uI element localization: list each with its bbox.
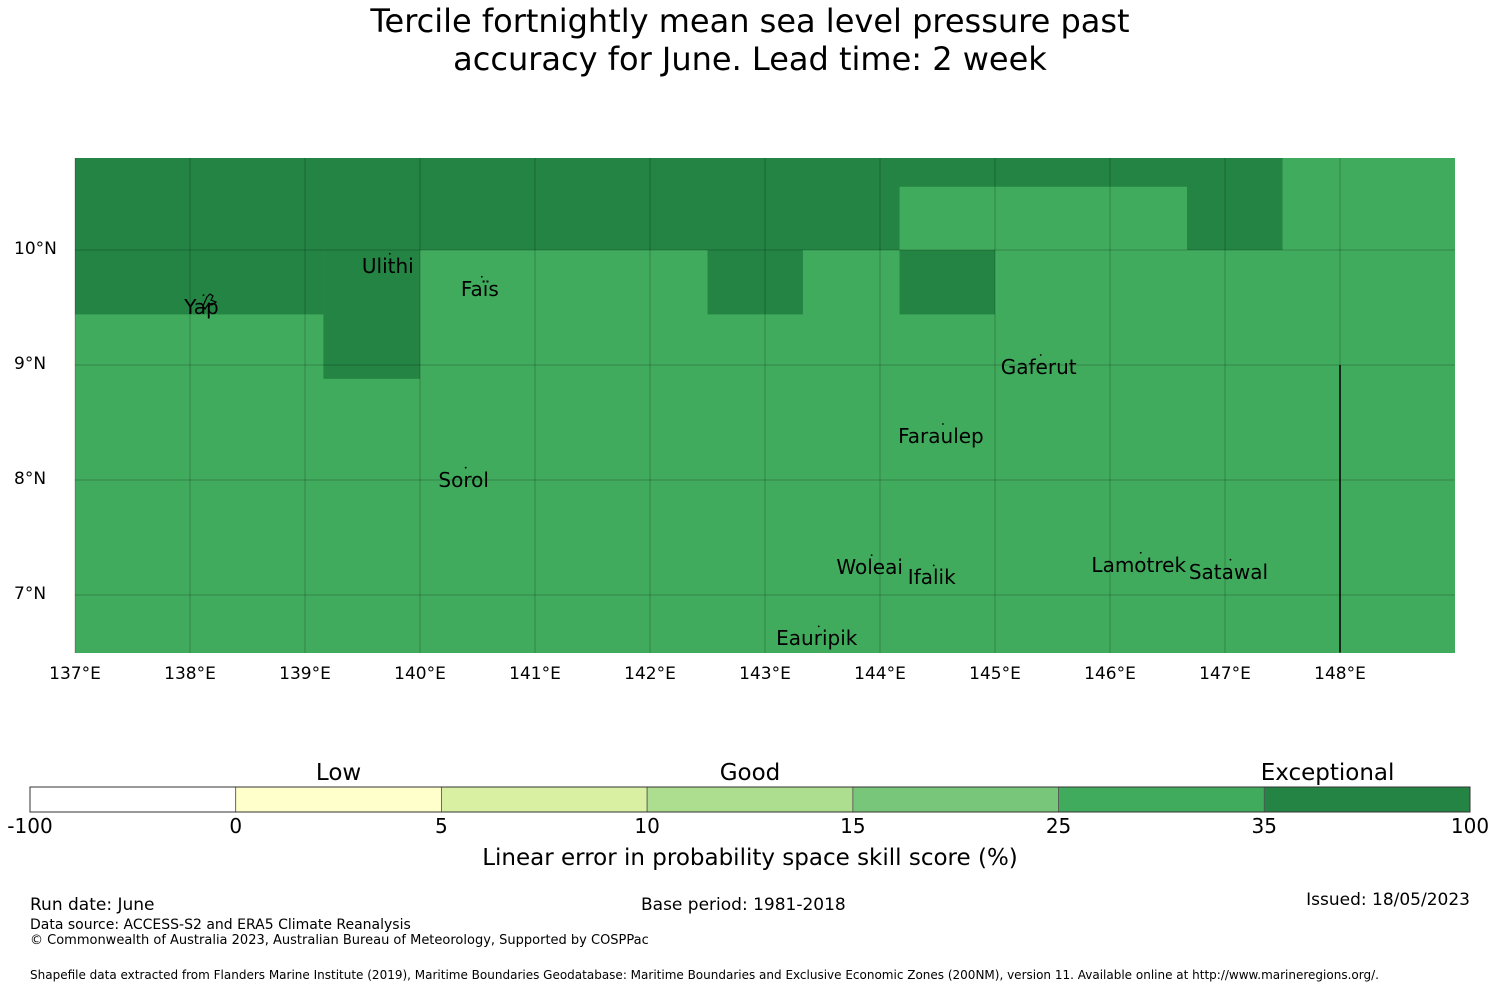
island-mark [1139,551,1142,554]
lat-tick-label: 8°N [14,469,47,489]
colorbar-frame [29,786,1471,813]
colorbar-tick-label: -100 [7,814,53,838]
base-period: Base period: 1981-2018 [641,895,846,915]
colorbar-tick-label: 25 [1045,814,1072,838]
lat-tick-label: 7°N [14,584,47,604]
good-cell [899,186,1188,250]
island-mark [464,466,467,469]
place-label: Yap [184,295,219,320]
place-label: Ulithi [361,253,414,278]
island-mark [870,554,873,556]
colorbar-tick-label: 100 [1450,814,1490,838]
data-source: Data source: ACCESS-S2 and ERA5 Climate … [30,917,411,933]
place-label: Woleai [836,555,903,580]
lon-tick-label: 139°E [279,664,331,684]
colorbar-tick-label: 0 [229,814,243,838]
issued-date: Issued: 18/05/2023 [1306,890,1470,910]
lon-tick-label: 140°E [394,664,446,684]
place-label: Gaferut [1000,355,1077,379]
colorbar-bin [646,786,854,813]
colorbar-bin [235,786,442,813]
copyright: © Commonwealth of Australia 2023, Austra… [30,933,649,948]
island-mark [1039,354,1042,356]
colorbar-tick-label: 35 [1251,814,1278,838]
lon-tick-label: 141°E [509,664,561,684]
exceptional-cell [707,250,803,315]
place-label: Lamotrek [1091,552,1187,577]
colorbar-bin [1263,786,1471,813]
lon-tick-label: 142°E [624,664,676,684]
title-line-2: accuracy for June. Lead time: 2 week [453,40,1047,78]
good-cell [1282,158,1455,250]
colorbar-category-label: Exceptional [1260,760,1395,786]
place-label: Faraulep [898,424,984,448]
lat-tick-label: 9°N [14,354,47,374]
colorbar-category-label: Low [315,760,362,786]
island-mark [817,625,820,628]
exceptional-cell [899,250,995,315]
lon-tick-label: 138°E [164,664,216,684]
colorbar-category-label: Good [719,760,781,786]
colorbar-tick-label: 15 [840,814,866,838]
place-label: Sorol [438,467,489,492]
run-date: Run date: June [30,895,155,915]
lon-tick-label: 146°E [1084,664,1136,684]
colorbar-bin [1058,786,1265,813]
lon-tick-label: 145°E [969,664,1021,684]
colorbar-bin [29,786,237,813]
place-label: Faïs [460,276,499,301]
island-mark [1229,558,1232,561]
place-label: Ifalik [907,565,956,590]
chart-title: Tercile fortnightly mean sea level press… [0,2,1500,78]
island-mark [942,423,944,425]
place-label: Eauripik [776,626,858,651]
exceptional-cell [323,250,420,379]
place-label: Satawal [1188,559,1269,584]
lon-tick-label: 148°E [1314,664,1366,684]
island-mark [480,275,483,278]
exceptional-cell [75,250,324,315]
colorbar-bin [441,786,648,813]
title-line-1: Tercile fortnightly mean sea level press… [370,2,1130,40]
lon-tick-label: 147°E [1199,664,1251,684]
shapefile-credit: Shapefile data extracted from Flanders M… [30,968,1379,982]
colorbar-tick-label: 5 [435,814,448,838]
yap-island-outline [202,293,218,311]
lat-tick-label: 10°N [14,239,57,259]
lon-tick-label: 143°E [739,664,791,684]
colorbar-title: Linear error in probability space skill … [482,845,1018,871]
colorbar-tick-label: 10 [634,814,660,838]
lon-tick-label: 144°E [854,664,906,684]
colorbar-bin [852,786,1059,813]
island-mark [932,564,935,567]
island-mark [388,252,391,255]
lon-tick-label: 137°E [49,664,101,684]
island-mark [202,294,205,297]
